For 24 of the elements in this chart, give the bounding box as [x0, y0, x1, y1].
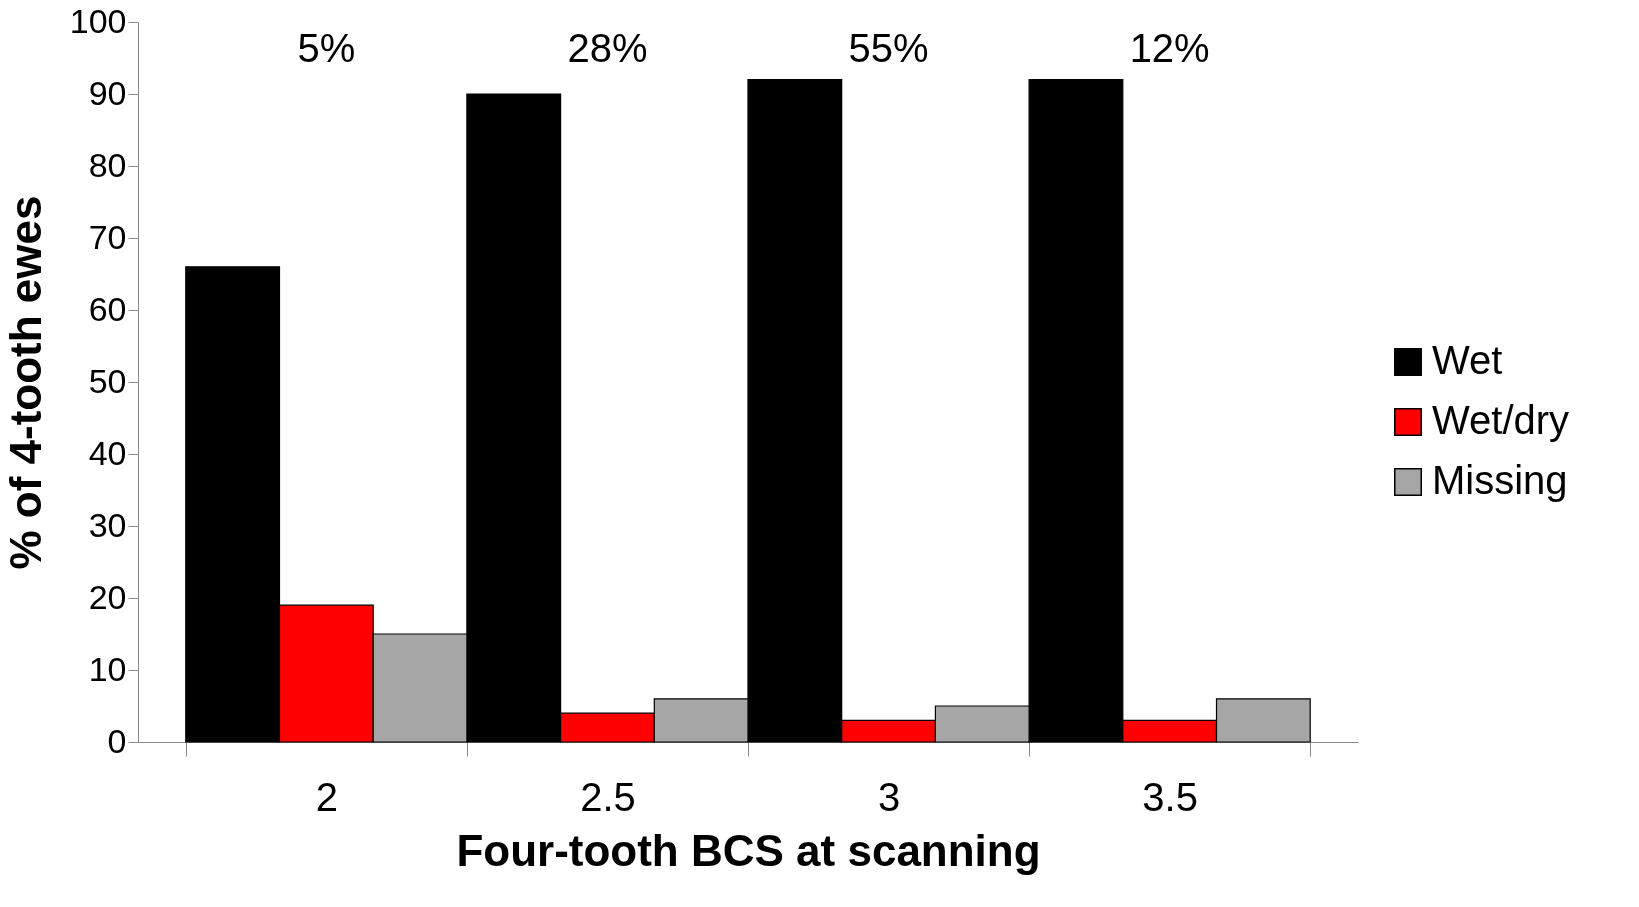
annotation: 5%: [297, 26, 356, 70]
y-tick-label: 80: [88, 145, 127, 184]
legend-label: Wet/dry: [1432, 398, 1570, 442]
y-tick-label: 60: [88, 289, 127, 328]
x-axis-title: Four-tooth BCS at scanning: [456, 825, 1041, 875]
y-tick-label: 30: [88, 505, 127, 544]
y-tick-label: 0: [107, 721, 127, 760]
annotation: 28%: [567, 26, 648, 70]
x-tick-label: 2: [315, 774, 338, 819]
y-tick-label: 50: [88, 361, 127, 400]
x-tick-label: 3.5: [1142, 774, 1198, 819]
y-tick-label: 70: [88, 217, 127, 256]
y-tick-label: 20: [88, 577, 127, 616]
annotation: 55%: [848, 26, 929, 70]
y-tick-label: 100: [69, 1, 127, 40]
x-tick-label: 2.5: [580, 774, 636, 819]
y-tick-label: 90: [88, 73, 127, 112]
x-tick-label: 3: [877, 774, 901, 819]
legend-label: Missing: [1432, 458, 1568, 502]
y-tick-label: 10: [88, 649, 127, 688]
annotation: 12%: [1129, 26, 1210, 70]
y-tick-label: 40: [88, 433, 127, 472]
legend-label: Wet: [1432, 338, 1503, 382]
y-axis-title: % of 4-tooth ewes: [0, 195, 50, 570]
